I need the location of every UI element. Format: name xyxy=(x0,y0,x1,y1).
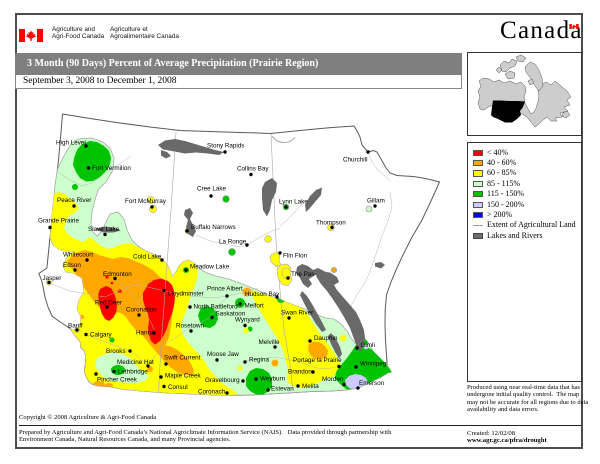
svg-text:Melville: Melville xyxy=(259,339,280,346)
svg-text:Slave Lake: Slave Lake xyxy=(88,226,120,233)
svg-text:Morden: Morden xyxy=(322,376,344,383)
svg-text:Dauphin: Dauphin xyxy=(314,335,338,342)
svg-text:Lynn Lake: Lynn Lake xyxy=(279,199,308,206)
svg-text:La Ronge: La Ronge xyxy=(219,239,247,246)
svg-text:Pincher Creek: Pincher Creek xyxy=(97,377,138,384)
svg-text:Melita: Melita xyxy=(302,383,319,390)
svg-text:Consul: Consul xyxy=(168,384,188,391)
svg-text:Red Deer: Red Deer xyxy=(95,300,122,307)
svg-text:Winnipeg: Winnipeg xyxy=(360,361,387,368)
svg-text:Cree Lake: Cree Lake xyxy=(197,186,227,193)
svg-text:Hudson Bay: Hudson Bay xyxy=(245,291,280,298)
svg-text:Estevan: Estevan xyxy=(271,386,294,393)
svg-text:Edson: Edson xyxy=(63,262,81,269)
svg-text:Emerson: Emerson xyxy=(359,380,385,387)
svg-text:North Battleford: North Battleford xyxy=(194,304,239,311)
svg-text:Fort Vermilion: Fort Vermilion xyxy=(92,165,131,172)
svg-text:Stony Rapids: Stony Rapids xyxy=(207,143,244,150)
svg-text:Cold Lake: Cold Lake xyxy=(133,254,162,261)
svg-text:Lloydminster: Lloydminster xyxy=(168,291,204,298)
svg-text:Churchill: Churchill xyxy=(343,157,368,164)
svg-text:Brandon: Brandon xyxy=(288,369,312,376)
svg-text:Jasper: Jasper xyxy=(43,275,62,282)
svg-text:Banff: Banff xyxy=(68,323,83,330)
svg-text:Grande Prairie: Grande Prairie xyxy=(38,218,79,225)
svg-text:Gimli: Gimli xyxy=(361,342,375,349)
svg-text:Medicine Hat: Medicine Hat xyxy=(117,359,154,366)
svg-text:Gravelbourg: Gravelbourg xyxy=(205,377,240,384)
svg-text:Prince Albert: Prince Albert xyxy=(207,286,243,293)
svg-text:Hanna: Hanna xyxy=(136,330,155,337)
svg-text:Rosetown: Rosetown xyxy=(176,323,204,330)
svg-text:The Pas: The Pas xyxy=(291,271,314,278)
svg-text:Coronation: Coronation xyxy=(126,307,157,314)
svg-text:Flin Flon: Flin Flon xyxy=(283,253,308,260)
svg-text:Lethbridge: Lethbridge xyxy=(118,369,148,376)
svg-text:Peace River: Peace River xyxy=(57,197,91,204)
svg-text:Gillam: Gillam xyxy=(367,198,385,205)
svg-text:Swan River: Swan River xyxy=(281,310,313,317)
svg-text:Swift Current: Swift Current xyxy=(164,355,201,362)
svg-text:Calgary: Calgary xyxy=(90,332,113,339)
svg-text:Edmonton: Edmonton xyxy=(103,271,132,278)
svg-text:Regina: Regina xyxy=(249,357,269,364)
svg-text:Coronach: Coronach xyxy=(198,389,226,396)
svg-text:Moose Jaw: Moose Jaw xyxy=(207,351,239,358)
svg-text:High Level: High Level xyxy=(56,140,86,147)
svg-text:Weyburn: Weyburn xyxy=(260,376,286,383)
svg-text:Saskatoon: Saskatoon xyxy=(216,311,246,318)
svg-text:Brooks: Brooks xyxy=(106,348,126,355)
svg-text:Fort McMurray: Fort McMurray xyxy=(125,198,167,205)
svg-text:Collins Bay: Collins Bay xyxy=(237,166,269,173)
svg-text:Whitecourt: Whitecourt xyxy=(63,252,93,259)
svg-text:Wynyard: Wynyard xyxy=(235,317,260,324)
svg-text:Portage la Prairie: Portage la Prairie xyxy=(293,357,342,364)
svg-text:Meadow Lake: Meadow Lake xyxy=(190,264,230,271)
svg-text:Maple Creek: Maple Creek xyxy=(165,373,202,380)
svg-text:Melfort: Melfort xyxy=(245,303,264,310)
svg-text:Buffalo Narrows: Buffalo Narrows xyxy=(191,224,236,231)
svg-text:Thompson: Thompson xyxy=(316,220,346,227)
